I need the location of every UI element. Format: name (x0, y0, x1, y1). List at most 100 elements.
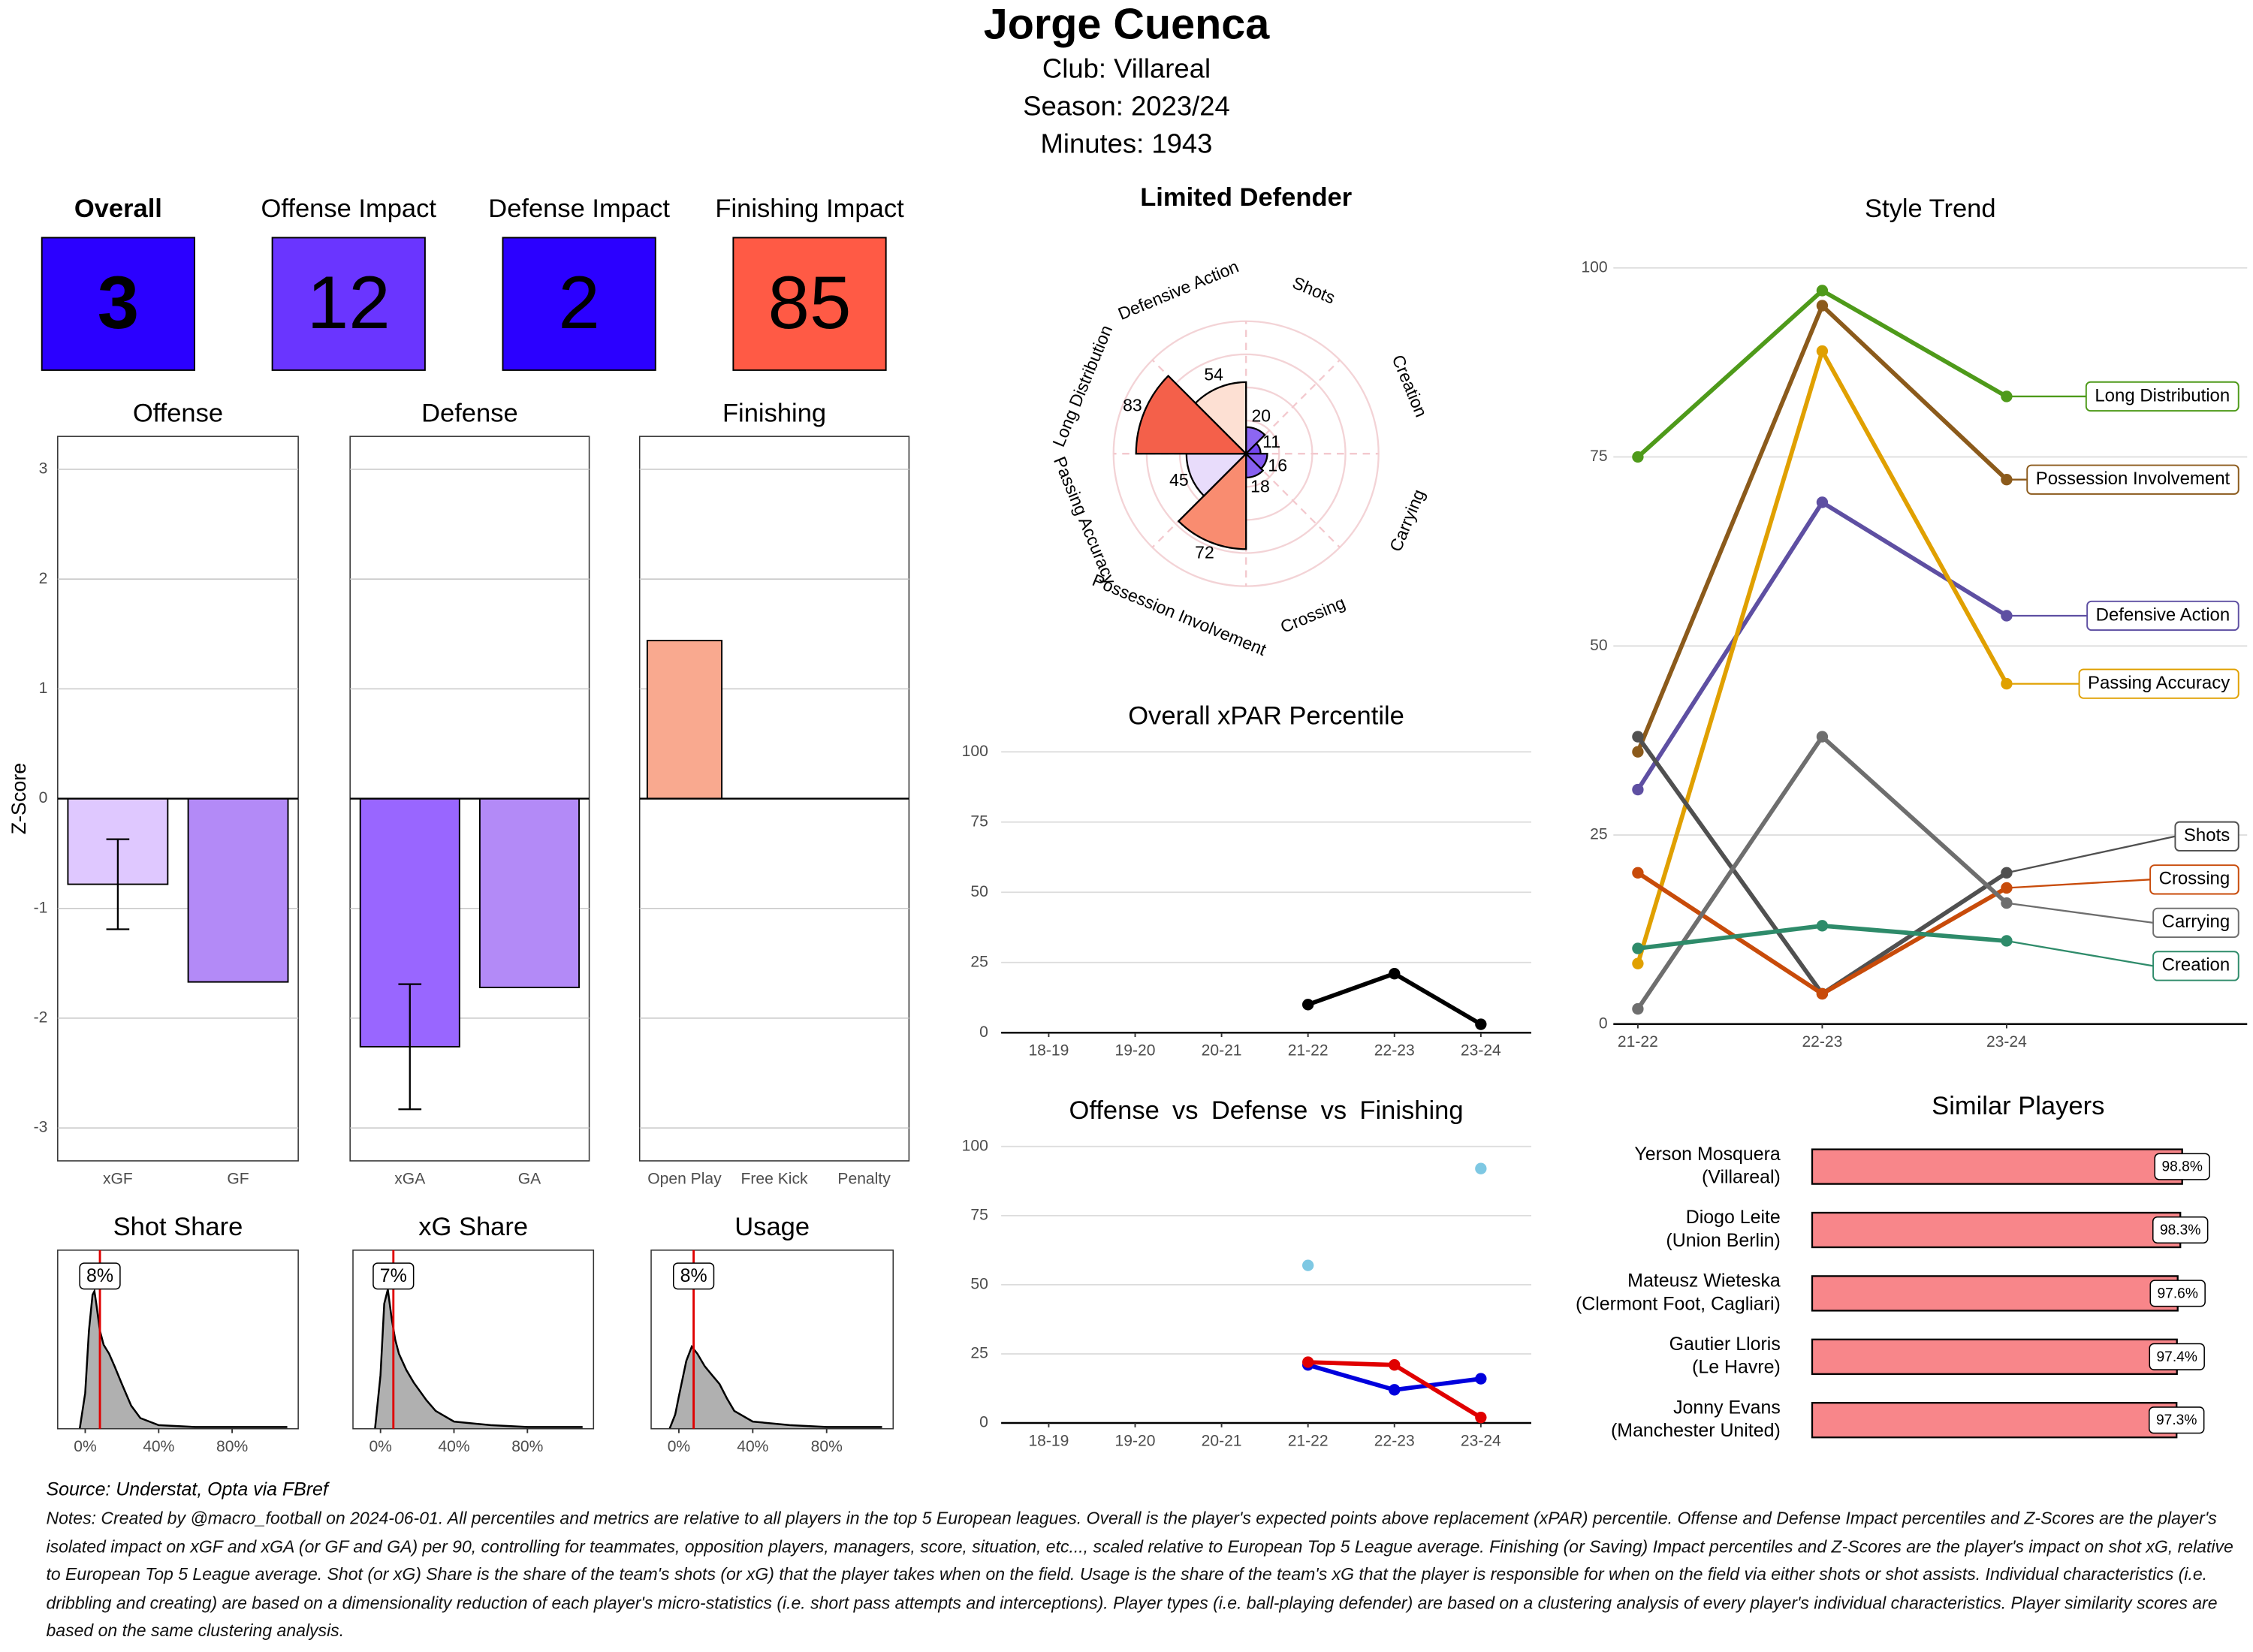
legend-label: Finishing (1359, 1096, 1463, 1125)
polar-bar (1194, 381, 1247, 456)
y-tick-label: 25 (970, 1345, 988, 1362)
season: Season: 2023/24 (1023, 90, 1230, 121)
y-tick-label: 25 (1590, 826, 1607, 843)
series-label: Crossing (2159, 869, 2230, 889)
notes-box: Notes: Created by @macro_football on 202… (46, 1508, 2233, 1641)
point (1475, 1411, 1487, 1424)
series-label: Possession Involvement (2036, 469, 2230, 489)
point (1475, 1162, 1487, 1174)
series-label: Shots (2184, 825, 2230, 846)
title-separator: vs (1172, 1096, 1199, 1125)
player-club: (Manchester United) (1611, 1420, 1781, 1441)
x-tick-label: 18-19 (1028, 1433, 1069, 1450)
category-label: Carrying (1386, 487, 1428, 554)
player-name: Yerson Mosquera (1634, 1144, 1781, 1165)
polar-bar (1177, 451, 1247, 550)
point (1816, 285, 1829, 297)
point (1389, 1359, 1401, 1371)
series-label: Creation (2162, 955, 2230, 975)
club: Club: Villareal (1042, 53, 1211, 84)
panel-title: Usage (734, 1213, 810, 1241)
minutes: Minutes: 1943 (1041, 128, 1213, 158)
tile-value: 2 (558, 261, 599, 345)
value-label-box (2149, 1280, 2206, 1307)
y-tick-label: 0 (979, 1023, 988, 1041)
point (1816, 987, 1829, 1000)
x-tick-label: 19-20 (1115, 1433, 1156, 1450)
x-tick-label: 80% (811, 1438, 843, 1455)
panel-frame (352, 1250, 595, 1430)
bar (1811, 1338, 2178, 1375)
point (1632, 746, 1644, 758)
category-label: Crossing (1277, 592, 1348, 637)
y-tick-label: 0 (39, 789, 48, 806)
y-tick-label: -2 (34, 1008, 48, 1026)
marker-label-box (79, 1262, 121, 1290)
panel-title: Offense (133, 399, 223, 428)
label-connector (2006, 902, 2154, 924)
value-label: 72 (1195, 543, 1214, 562)
point (1816, 496, 1829, 508)
point (1302, 1356, 1314, 1368)
value-label: 18 (1250, 477, 1270, 496)
series-label-box (2086, 600, 2239, 632)
series-line (1307, 971, 1482, 1026)
marker-label-box (672, 1262, 715, 1290)
value-label: 97.6% (2158, 1286, 2198, 1301)
bar (1811, 1402, 2178, 1439)
x-tick-label: 20-21 (1202, 1433, 1242, 1450)
x-tick-label: 40% (143, 1438, 174, 1455)
point (1816, 731, 1829, 743)
x-tick-label: 20-21 (1202, 1042, 1242, 1060)
player-name: Diogo Leite (1686, 1207, 1781, 1228)
category-label: Long Distribution (1048, 322, 1116, 449)
point (1475, 1018, 1487, 1030)
y-tick-label: 1 (39, 680, 48, 697)
point (1632, 1002, 1644, 1015)
x-tick-label: 0% (74, 1438, 96, 1455)
point (1816, 300, 1829, 312)
point (1816, 920, 1829, 932)
player-club: (Villareal) (1702, 1167, 1781, 1188)
y-axis-title: Z-Score (8, 763, 30, 834)
x-tick-label: GF (227, 1170, 249, 1187)
chart-title: Limited Defender (1140, 183, 1352, 212)
y-tick-label: 50 (970, 1275, 988, 1292)
title-separator: vs (1321, 1096, 1347, 1125)
player-name: Mateusz Wieteska (1627, 1271, 1781, 1292)
y-tick-label: 50 (970, 883, 988, 900)
x-tick-label: 23-24 (1986, 1033, 2027, 1051)
x-tick-label: Penalty (837, 1170, 891, 1187)
legend-label: Defense (1211, 1096, 1308, 1125)
point (1302, 999, 1314, 1011)
point (1632, 942, 1644, 954)
x-tick-label: 40% (438, 1438, 469, 1455)
bar (478, 797, 580, 988)
polar-bar (1135, 374, 1248, 455)
value-label: 97.3% (2156, 1412, 2197, 1428)
value-label: 20 (1252, 406, 1271, 426)
notes: Notes: Created by @macro_football on 202… (46, 1508, 2233, 1641)
point (1632, 451, 1644, 463)
density-area (669, 1346, 882, 1429)
panel-title: Shot Share (113, 1213, 243, 1241)
x-tick-label: 21-22 (1288, 1433, 1329, 1450)
bar (1811, 1148, 2183, 1185)
density-area (375, 1289, 583, 1429)
marker-label: 7% (380, 1265, 407, 1286)
chart-title: Style Trend (1865, 194, 1996, 223)
series-label: Passing Accuracy (2088, 673, 2230, 693)
label-connector (2006, 879, 2151, 889)
y-tick-label: 2 (39, 570, 48, 587)
x-tick-label: 23-24 (1461, 1433, 1501, 1450)
value-label: 83 (1123, 396, 1142, 415)
category-label: Passing Accuracy (1050, 454, 1120, 587)
category-label: Defensive Action (1115, 256, 1241, 324)
tile-label: Defense Impact (488, 194, 670, 223)
marker-label: 8% (86, 1265, 113, 1286)
label-connector (2006, 939, 2154, 967)
player-club: (Union Berlin) (1666, 1230, 1780, 1251)
bar (646, 640, 723, 800)
value-label: 97.4% (2157, 1349, 2197, 1365)
